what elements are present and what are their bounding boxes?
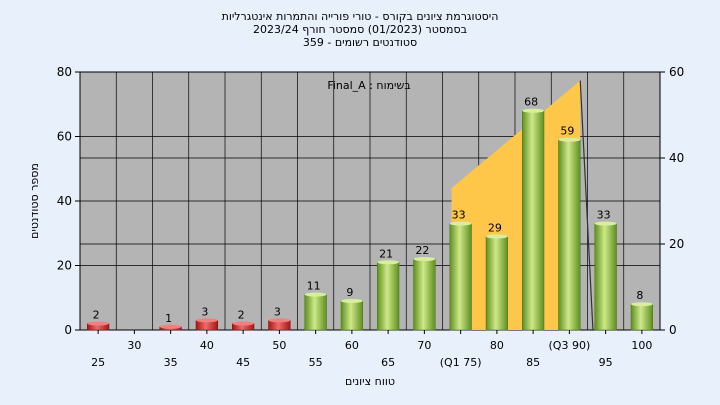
chart-title-line-1: היסטוגרמת ציונים בקורס - טורי פורייה והת… <box>221 10 499 23</box>
bar-85 <box>522 110 545 331</box>
bar-65 <box>377 262 400 331</box>
bar-value-label: 33 <box>597 209 611 222</box>
bar-value-label: 2 <box>238 309 245 322</box>
y-tick-label: 40 <box>57 194 72 208</box>
chart-title-line-3: סטודנטים רשומים - 359 <box>302 36 418 49</box>
bar-55 <box>304 294 327 331</box>
bar-top <box>413 257 436 262</box>
iqr-area <box>451 80 581 330</box>
bar-top <box>341 298 363 303</box>
x-tick-label: 80 <box>490 339 504 352</box>
bar-Q175 <box>449 223 472 331</box>
bar-value-label: 9 <box>346 286 353 299</box>
bar-value-label: 29 <box>488 221 502 234</box>
bar-value-label: 11 <box>307 280 321 293</box>
bar-top <box>522 108 544 113</box>
y-axis-right: 0 20 40 60 <box>660 65 684 337</box>
y-tick-label: 80 <box>57 65 72 79</box>
y-axis-left: 0 20 40 60 80 <box>57 65 81 337</box>
y-tick-label: 20 <box>57 259 72 273</box>
x-tick-label: (Q3 90) <box>549 339 591 352</box>
x-tick-label: 100 <box>631 339 652 352</box>
y-axis-label: מספר סטודנטים <box>28 163 41 239</box>
bar-value-label: 8 <box>636 289 643 302</box>
bar-top <box>232 321 254 326</box>
q3-drop-line <box>579 80 594 331</box>
chart-title-line-2: בסמסטר (01/2023) סמסטר חורף 2023/24 <box>253 23 467 36</box>
bar-value-label: 3 <box>201 305 208 318</box>
bar-value-label: 21 <box>379 247 393 260</box>
bar-value-label: 3 <box>274 305 281 318</box>
bars-layer <box>87 108 653 331</box>
bar-top <box>486 234 508 239</box>
bar-top <box>377 260 399 265</box>
x-tick-label: 40 <box>200 339 214 352</box>
x-tick-label: 60 <box>345 339 359 352</box>
bar-70 <box>413 258 436 331</box>
iqr-area-layer <box>451 80 594 331</box>
y-tick-label: 60 <box>57 130 72 144</box>
x-tick-label: 45 <box>236 356 250 369</box>
bar-top <box>196 318 218 323</box>
y-tick-label: 0 <box>64 323 72 337</box>
y2-tick-label: 20 <box>669 237 684 251</box>
bar-60 <box>340 300 363 331</box>
bar-value-label: 59 <box>560 125 574 138</box>
y2-tick-label: 0 <box>669 323 677 337</box>
bar-100 <box>630 303 653 331</box>
chart-annotation: בשימוח : Final_A <box>327 79 410 92</box>
x-tick-label: 70 <box>417 339 431 352</box>
bar-top <box>594 221 617 226</box>
x-tick-label: 55 <box>309 356 323 369</box>
bar-95 <box>594 223 617 331</box>
x-tick-label: 85 <box>526 356 540 369</box>
y2-tick-label: 60 <box>669 65 684 79</box>
x-axis: 25 30 35 40 45 50 55 60 65 70 (Q1 75) 80 85 (Q3 90) 95… <box>91 330 652 369</box>
bar-value-label: 1 <box>165 312 172 325</box>
x-tick-label: 95 <box>599 356 613 369</box>
x-tick-label: 35 <box>164 356 178 369</box>
bar-top <box>87 321 109 326</box>
bar-top <box>159 324 182 329</box>
x-tick-label: 30 <box>127 339 141 352</box>
bar-top <box>304 292 327 297</box>
x-tick-label: 65 <box>381 356 395 369</box>
bar-value-label: 33 <box>452 209 466 222</box>
bar-top <box>631 302 653 307</box>
bar-Q390 <box>558 139 581 331</box>
bar-top <box>268 318 291 323</box>
x-tick-label: (Q1 75) <box>440 356 482 369</box>
bar-80 <box>485 236 508 331</box>
bar-top <box>449 221 472 226</box>
bar-value-label: 68 <box>524 96 538 109</box>
bar-value-label: 22 <box>415 244 429 257</box>
x-tick-label: 50 <box>272 339 286 352</box>
bar-top <box>558 137 581 142</box>
bar-value-label: 2 <box>93 309 100 322</box>
y2-tick-label: 40 <box>669 151 684 165</box>
x-tick-label: 25 <box>91 356 105 369</box>
x-axis-label: טווח ציונים <box>345 375 395 388</box>
